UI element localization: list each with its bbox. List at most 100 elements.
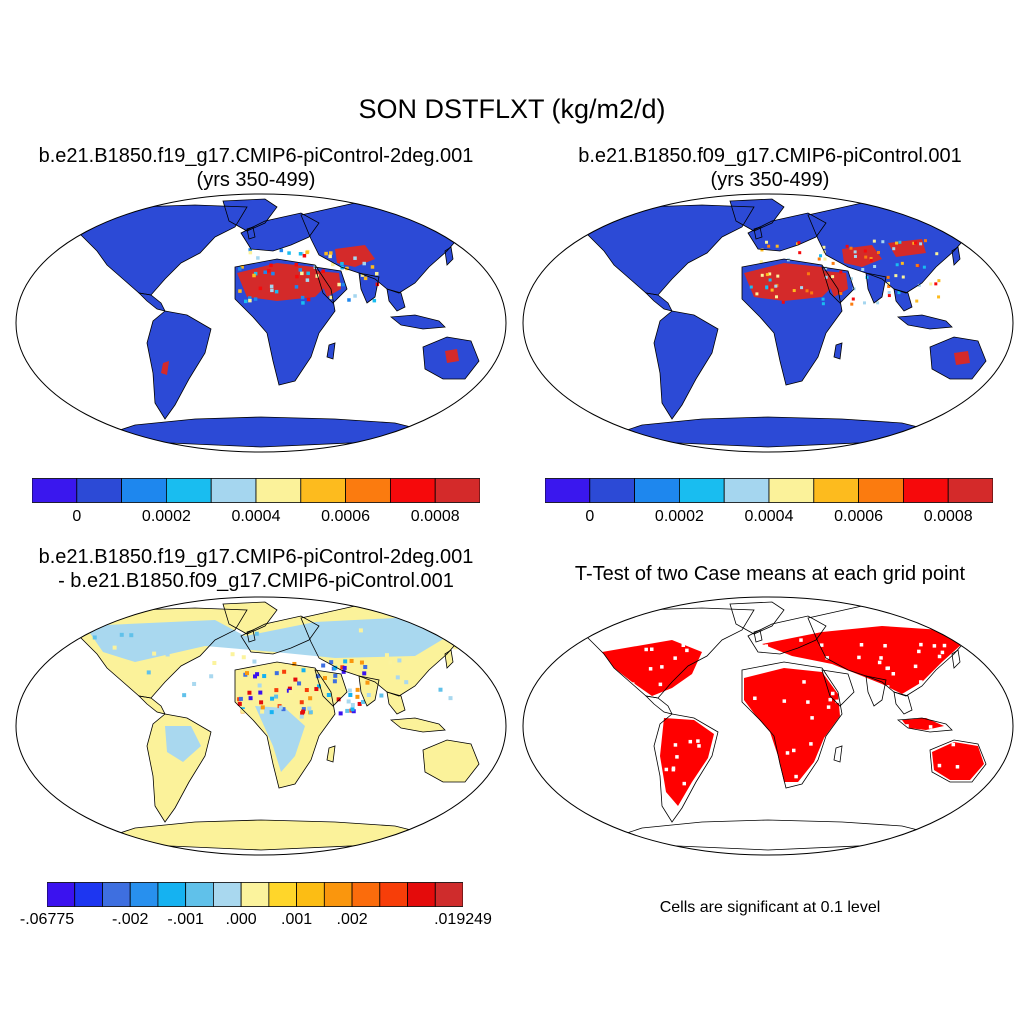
grid-cell — [374, 271, 379, 276]
colorbar-tick-label: .019249 — [434, 911, 492, 928]
grid-cell — [959, 732, 963, 737]
colorbar-swatch — [76, 478, 122, 503]
grid-cell — [831, 275, 835, 279]
colorbar-swatch — [74, 882, 103, 907]
grid-cell — [252, 659, 257, 664]
grid-cell — [260, 705, 265, 710]
grid-cell — [349, 658, 354, 663]
grid-cell — [146, 670, 151, 675]
grid-cell — [936, 775, 941, 779]
grid-cell — [264, 634, 269, 639]
grid-cell — [253, 297, 258, 301]
coastline-arabia — [821, 669, 855, 707]
grid-cell — [749, 285, 753, 289]
grid-cell — [353, 294, 357, 298]
colorbar-swatch — [121, 478, 167, 503]
grid-cell — [337, 282, 341, 287]
grid-cell — [759, 260, 763, 264]
coastline-north-america — [579, 204, 755, 296]
grid-cell — [917, 649, 921, 654]
grid-cell — [287, 251, 291, 255]
colorbar-tick-label: .000 — [225, 911, 257, 928]
grid-cell — [845, 244, 849, 248]
land-central-america — [139, 696, 165, 714]
grid-cell — [873, 265, 877, 269]
grid-cell — [287, 686, 292, 691]
panel-title-bottom-right: T-Test of two Case means at each grid po… — [514, 562, 1024, 586]
grid-cell — [182, 693, 187, 698]
grid-cell — [819, 254, 823, 258]
colorbar-tick-label: 0.0004 — [744, 508, 794, 525]
coastline-greenland — [222, 198, 278, 232]
grid-cell — [237, 701, 242, 706]
sig-south-america — [660, 718, 714, 806]
grid-cell — [301, 301, 305, 305]
grid-cell — [298, 252, 303, 256]
grid-cell — [725, 780, 730, 784]
coastline-australia — [929, 739, 987, 783]
grid-cell — [238, 696, 243, 701]
coastline-india — [358, 272, 380, 304]
grid-cell — [379, 693, 384, 698]
colorbar-swatch — [902, 478, 949, 503]
map-top-right — [522, 193, 1014, 453]
grid-cell — [917, 283, 921, 287]
grid-cell — [810, 291, 814, 295]
grid-cell — [718, 680, 723, 684]
grid-cell — [877, 250, 881, 254]
grid-cell — [682, 781, 687, 786]
grid-cell — [753, 767, 758, 771]
grid-cell — [165, 652, 170, 657]
coastline-south-america — [146, 310, 212, 420]
sig-africa — [744, 668, 840, 782]
grid-cell — [810, 716, 814, 720]
grid-cell — [840, 696, 844, 701]
grid-cell — [792, 748, 796, 753]
grid-cell — [350, 702, 355, 707]
grid-cell — [895, 263, 899, 267]
grid-cell — [438, 687, 443, 692]
grid-cell — [362, 671, 367, 676]
grid-cell — [326, 692, 331, 697]
grid-cell — [341, 282, 346, 287]
grid-cell — [305, 278, 310, 282]
grid-cell — [248, 248, 252, 252]
grid-cell — [366, 693, 371, 698]
grid-cell — [341, 669, 346, 674]
coastline-se-asia — [386, 288, 406, 312]
grid-cell — [725, 722, 729, 726]
grid-cell — [270, 288, 274, 293]
panel-title-bottom-left-line2: - b.e21.B1850.f09_g17.CMIP6-piControl.00… — [58, 570, 454, 592]
grid-cell — [671, 766, 676, 770]
coastline-madagascar — [833, 745, 843, 763]
grid-cell — [681, 643, 686, 648]
grid-cell — [658, 682, 663, 687]
grid-cell — [355, 694, 360, 699]
colorbar-tick-label: .001 — [281, 911, 313, 928]
grid-cell — [913, 241, 917, 245]
grid-cell — [859, 719, 863, 723]
colorbar-swatch — [813, 478, 859, 503]
grid-cell — [859, 643, 864, 647]
grid-cell — [360, 699, 365, 704]
grid-cell — [372, 298, 377, 303]
grid-cell — [209, 674, 214, 679]
grid-cell — [800, 286, 804, 290]
coastline-indonesia — [896, 717, 953, 733]
grid-cell — [792, 289, 796, 293]
coastline-indonesia — [896, 314, 953, 330]
grid-cell — [329, 660, 334, 665]
grid-cell — [860, 697, 864, 701]
land-antarctica — [111, 417, 427, 447]
grid-cell — [960, 704, 964, 709]
grid-cell — [929, 282, 933, 286]
coastline-south-america — [653, 713, 719, 823]
grid-cell — [654, 704, 659, 709]
grid-cell — [765, 273, 769, 277]
grid-cell — [765, 664, 770, 668]
grid-cell — [348, 692, 353, 697]
grid-cell — [901, 275, 905, 279]
grid-cell — [919, 680, 923, 684]
grid-cell — [905, 772, 910, 776]
grid-cell — [308, 696, 313, 701]
